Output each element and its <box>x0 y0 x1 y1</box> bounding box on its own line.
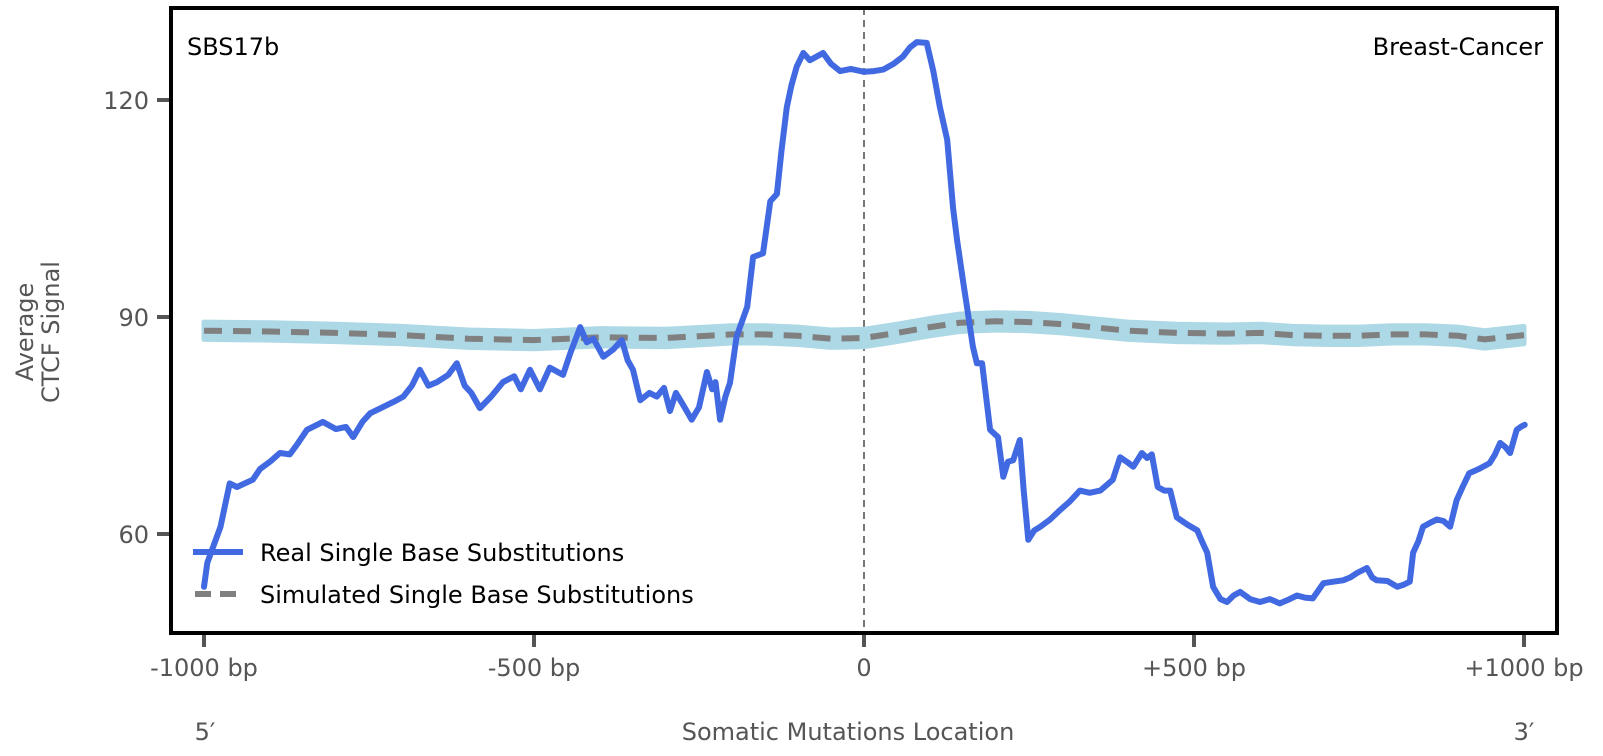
strand-label-5prime: 5′ <box>195 718 216 746</box>
x-tick-label: -1000 bp <box>150 654 258 682</box>
x-tick-label: -500 bp <box>488 654 581 682</box>
tissue-label: Breast-Cancer <box>1373 33 1543 61</box>
real-series-line <box>201 39 1528 607</box>
y-tick-label: 90 <box>118 304 149 332</box>
x-tick-label: 0 <box>856 654 871 682</box>
legend-real-label: Real Single Base Substitutions <box>260 539 624 567</box>
legend-simulated-label: Simulated Single Base Substitutions <box>260 581 694 609</box>
x-axis-title: Somatic Mutations Location <box>682 718 1015 746</box>
plot-area <box>201 8 1528 633</box>
plot-frame <box>169 6 1559 635</box>
series-group <box>201 8 1528 633</box>
signature-label: SBS17b <box>187 33 279 61</box>
y-axis-title-line-1: Average <box>11 283 39 382</box>
strand-label-3prime: 3′ <box>1514 718 1535 746</box>
simulated-confidence-band <box>201 310 1527 352</box>
y-axis-title-line-2: CTCF Signal <box>37 261 65 403</box>
x-tick-label: +1000 bp <box>1464 654 1583 682</box>
y-axis-title: Average CTCF Signal <box>11 261 65 403</box>
y-tick-label: 60 <box>118 521 149 549</box>
y-tick-label: 120 <box>103 87 149 115</box>
legend: Real Single Base Substitutions Simulated… <box>193 539 694 609</box>
axes: -1000 bp -500 bp 0 +500 bp +1000 bp 60 90 120 <box>103 6 1584 682</box>
x-tick-label: +500 bp <box>1142 654 1246 682</box>
